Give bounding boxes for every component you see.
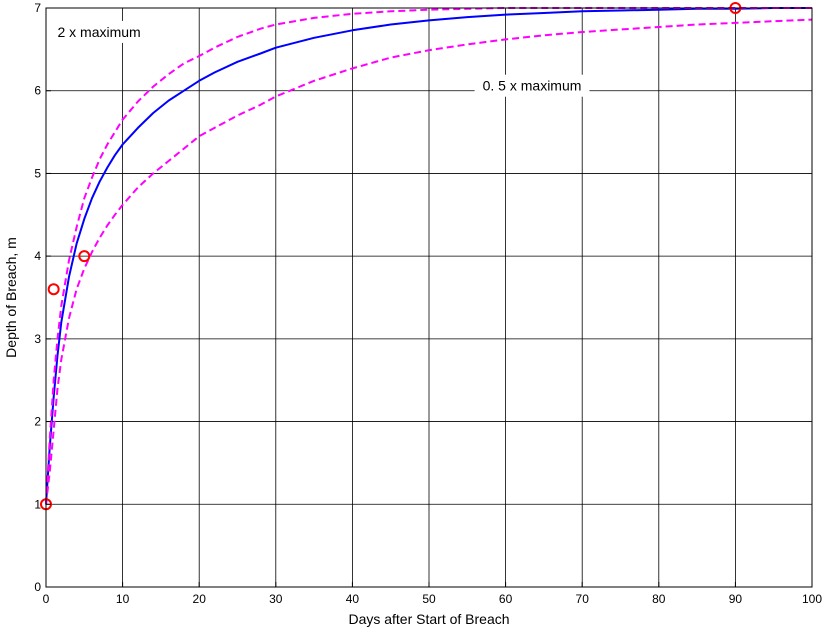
annotation-background: [474, 74, 590, 97]
grid-lines: [45, 7, 813, 588]
x-axis-label: Days after Start of Breach: [348, 611, 509, 627]
data-point-marker: [78, 250, 91, 263]
y-tick-label: 7: [34, 1, 41, 15]
x-tick-label: 70: [576, 592, 590, 606]
data-point-marker: [47, 283, 60, 296]
y-tick-label: 4: [34, 249, 41, 263]
annotation-label: 2 x maximum: [57, 24, 140, 40]
x-tick-label: 20: [193, 592, 207, 606]
solid-series-line: [45, 7, 812, 505]
x-tick-label: 50: [422, 592, 436, 606]
x-tick-label: 80: [652, 592, 666, 606]
annotation-background: [49, 20, 149, 43]
y-tick-label: 0: [34, 580, 41, 594]
tick-labels: 0 10 20 30 40 50 60 70 80 90 100 0 1 2 3 4 5 6 7: [34, 1, 822, 606]
x-tick-label: 30: [269, 592, 283, 606]
y-tick-label: 5: [34, 166, 41, 180]
y-tick-label: 1: [34, 497, 41, 511]
x-tick-label: 0: [43, 592, 50, 606]
y-axis-label: Depth of Breach, m: [3, 237, 19, 358]
y-tick-label: 6: [34, 84, 41, 98]
annotation-label: 0. 5 x maximum: [483, 78, 582, 94]
annotations-group: 2 x maximum 0. 5 x maximum: [49, 20, 590, 97]
x-tick-label: 60: [499, 592, 513, 606]
x-tick-label: 10: [116, 592, 130, 606]
y-tick-label: 2: [34, 415, 41, 429]
x-tick-label: 40: [346, 592, 360, 606]
x-tick-label: 90: [729, 592, 743, 606]
y-tick-label: 3: [34, 332, 41, 346]
x-tick-label: 100: [802, 592, 822, 606]
dashed-envelope-line: [45, 18, 813, 505]
